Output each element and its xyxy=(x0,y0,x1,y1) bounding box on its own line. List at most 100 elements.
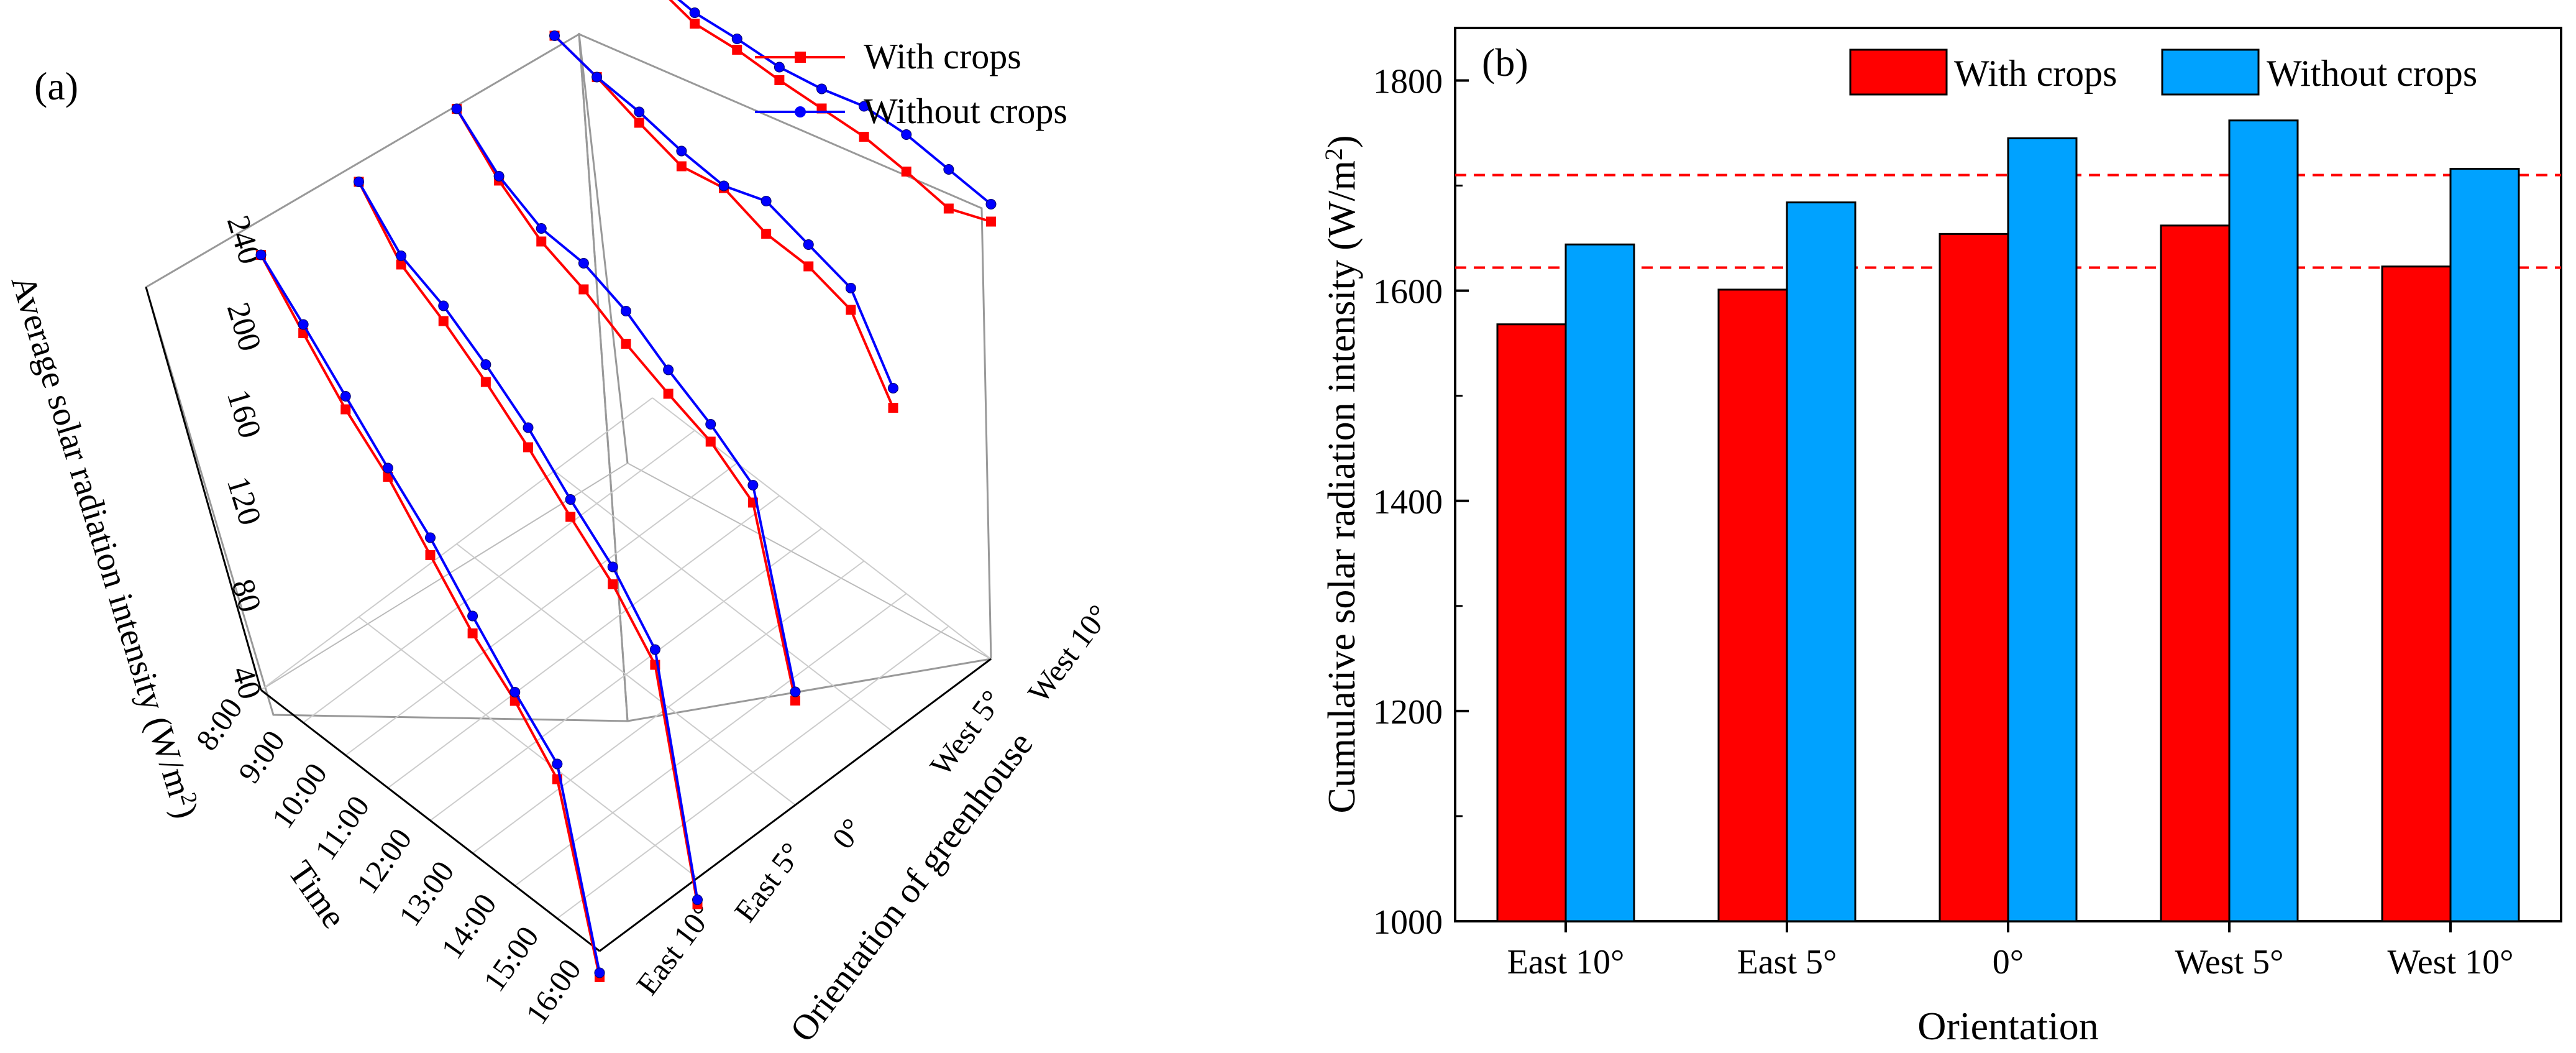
series-marker-without-1 xyxy=(438,300,449,311)
series-marker-without-4 xyxy=(901,129,912,140)
orientation-axis-title: Orientation of greenhouse xyxy=(782,724,1040,1049)
series-marker-with-0 xyxy=(467,628,478,638)
series-marker-with-4 xyxy=(732,45,742,55)
bar-without-crops-3 xyxy=(2228,119,2299,922)
series-line-with-3 xyxy=(554,35,895,408)
series-marker-with-2 xyxy=(578,284,589,295)
series-marker-with-2 xyxy=(705,436,716,447)
series-marker-without-2 xyxy=(663,364,674,375)
floor-grid-orientation-4 xyxy=(652,397,992,660)
y-tick-label: 1400 xyxy=(1373,483,1443,522)
series-marker-without-3 xyxy=(803,239,814,250)
legend-label-without-crops: Without crops xyxy=(2267,53,2477,94)
series-marker-with-3 xyxy=(761,229,772,239)
y-axis-title: Cumulative solar radiation intensity (W/… xyxy=(1320,136,1363,814)
series-marker-with-0 xyxy=(425,550,436,560)
y-tick-label: 1000 xyxy=(1373,903,1443,942)
x-tick-label: East 10° xyxy=(1507,943,1625,982)
series-marker-without-1 xyxy=(480,359,491,370)
series-marker-without-0 xyxy=(255,249,267,260)
series-marker-without-2 xyxy=(493,171,505,182)
series-marker-without-2 xyxy=(578,258,589,269)
legend-label-with-crops: With crops xyxy=(1954,53,2117,94)
series-marker-without-3 xyxy=(718,180,729,191)
series-marker-without-1 xyxy=(523,422,534,433)
series-marker-without-2 xyxy=(621,306,631,316)
orientation-tick-label: East 5° xyxy=(727,836,808,928)
series-marker-with-1 xyxy=(565,512,576,522)
series-marker-without-0 xyxy=(298,319,309,330)
series-marker-with-3 xyxy=(676,161,687,172)
floor-spine xyxy=(578,34,629,464)
legend-label-with: With crops xyxy=(864,36,1021,76)
series-marker-without-3 xyxy=(634,106,645,117)
series-marker-without-3 xyxy=(845,283,856,293)
z-tick-label: 160 xyxy=(220,385,268,442)
b-ref-lines xyxy=(1455,173,2561,269)
series-marker-without-1 xyxy=(649,644,660,655)
floor-grid-orientation-3 xyxy=(554,470,894,733)
b-x-axis: East 10° East 5° 0° West 5° West 10° xyxy=(1507,921,2514,982)
series-marker-without-2 xyxy=(705,419,716,430)
bar-with-crops-2 xyxy=(1939,232,2009,922)
orientation-tick-label: 0° xyxy=(825,812,870,855)
bar-without-crops-0 xyxy=(1564,243,1635,922)
series-marker-without-4 xyxy=(859,101,870,112)
legend-label-without: Without crops xyxy=(864,91,1067,131)
x-tick-label: West 10° xyxy=(2388,943,2514,982)
series-marker-without-3 xyxy=(591,71,603,83)
legend-swatch-without xyxy=(2161,48,2260,96)
series-marker-without-0 xyxy=(552,758,563,770)
series-marker-with-4 xyxy=(859,132,869,142)
bar-with-crops-3 xyxy=(2160,224,2231,922)
series-line-without-3 xyxy=(554,35,895,389)
series-marker-without-0 xyxy=(425,532,436,543)
x-tick-label: West 5° xyxy=(2175,943,2284,982)
series-marker-with-2 xyxy=(536,236,547,247)
series-marker-without-0 xyxy=(340,391,351,402)
a-series xyxy=(255,0,997,982)
back-wall-right xyxy=(578,32,992,722)
y-axis-title-sup: 2 xyxy=(1320,148,1348,160)
series-marker-without-3 xyxy=(549,30,560,41)
series-marker-with-1 xyxy=(523,442,533,453)
series-marker-with-4 xyxy=(901,167,911,177)
series-marker-without-1 xyxy=(565,494,576,505)
panel-a-label: (a) xyxy=(34,64,78,108)
series-marker-without-3 xyxy=(760,196,772,206)
panel-b: (b) 1000 1200 1400 1600 1800 East 10° East 5°… xyxy=(1320,27,2562,1048)
series-line-without-2 xyxy=(455,108,797,692)
legend-marker-with xyxy=(795,52,806,63)
series-marker-without-4 xyxy=(985,199,997,209)
series-marker-with-4 xyxy=(690,19,700,29)
series-marker-with-1 xyxy=(438,316,449,326)
series-marker-without-3 xyxy=(888,383,898,393)
series-marker-without-0 xyxy=(594,967,605,978)
series-marker-with-2 xyxy=(621,339,631,349)
series-marker-without-1 xyxy=(692,894,703,905)
series-marker-without-4 xyxy=(689,7,700,18)
bar-with-crops-0 xyxy=(1496,323,1567,922)
series-marker-without-2 xyxy=(536,223,547,234)
time-tick-label: 11:00 xyxy=(308,789,376,867)
series-marker-without-1 xyxy=(354,177,364,187)
series-marker-with-0 xyxy=(340,404,351,415)
b-legend: With crops Without crops xyxy=(1849,48,2477,96)
series-marker-with-2 xyxy=(790,696,800,706)
x-tick-label: East 5° xyxy=(1737,943,1837,982)
series-marker-without-4 xyxy=(816,83,827,94)
series-line-without-1 xyxy=(357,181,699,900)
orientation-axis-line xyxy=(599,658,992,952)
orientation-tick-label: East 10° xyxy=(629,896,720,1001)
legend-marker-without xyxy=(795,106,806,117)
z-axis-title: Average solar radiation intensity (W/m2) xyxy=(4,270,206,822)
x-axis-title: Orientation xyxy=(1917,1004,2098,1048)
series-marker-with-1 xyxy=(480,377,491,387)
bar-without-crops-1 xyxy=(1786,201,1857,922)
b-bars xyxy=(1496,119,2520,922)
series-marker-without-0 xyxy=(509,687,521,697)
b-y-axis: 1000 1200 1400 1600 1800 xyxy=(1373,63,1469,942)
series-marker-without-0 xyxy=(467,610,478,622)
orientation-tick-label: West 10° xyxy=(1021,598,1117,709)
